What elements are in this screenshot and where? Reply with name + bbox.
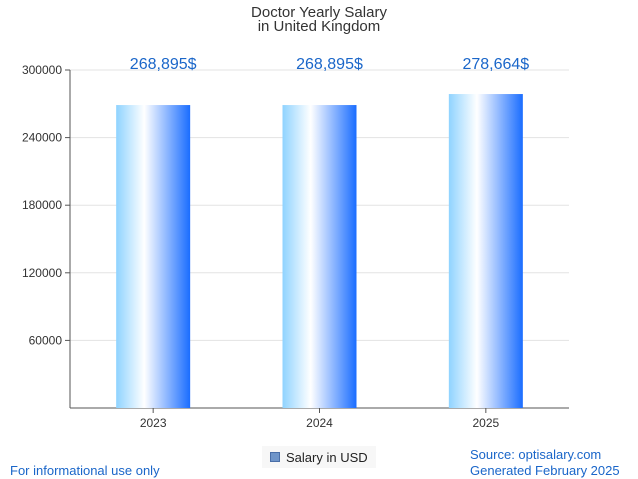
legend[interactable]: Salary in USD xyxy=(262,446,376,468)
generated-text: Generated February 2025 xyxy=(470,463,620,478)
source-block: Source: optisalary.com Generated Februar… xyxy=(470,447,620,479)
x-tick-label: 2025 xyxy=(472,416,499,430)
bar xyxy=(448,94,523,408)
chart-subtitle: in United Kingdom xyxy=(257,18,381,35)
y-tick-label: 60000 xyxy=(29,333,63,347)
bar xyxy=(116,105,191,408)
data-label: 268,895$ xyxy=(296,56,363,73)
data-label: 268,895$ xyxy=(130,56,197,73)
y-tick-label: 300000 xyxy=(22,63,62,77)
x-tick-label: 2023 xyxy=(140,416,167,430)
y-tick-label: 240000 xyxy=(22,131,62,145)
legend-swatch xyxy=(270,452,280,462)
source-text: Source: optisalary.com xyxy=(470,447,602,462)
bar xyxy=(282,105,357,408)
data-label: 278,664$ xyxy=(462,56,529,73)
chart-title: Doctor Yearly Salary xyxy=(251,4,387,21)
legend-label: Salary in USD xyxy=(286,449,368,465)
x-tick-label: 2024 xyxy=(306,416,333,430)
informational-note: For informational use only xyxy=(10,463,160,478)
y-tick-label: 120000 xyxy=(22,266,62,280)
y-tick-label: 180000 xyxy=(22,198,62,212)
